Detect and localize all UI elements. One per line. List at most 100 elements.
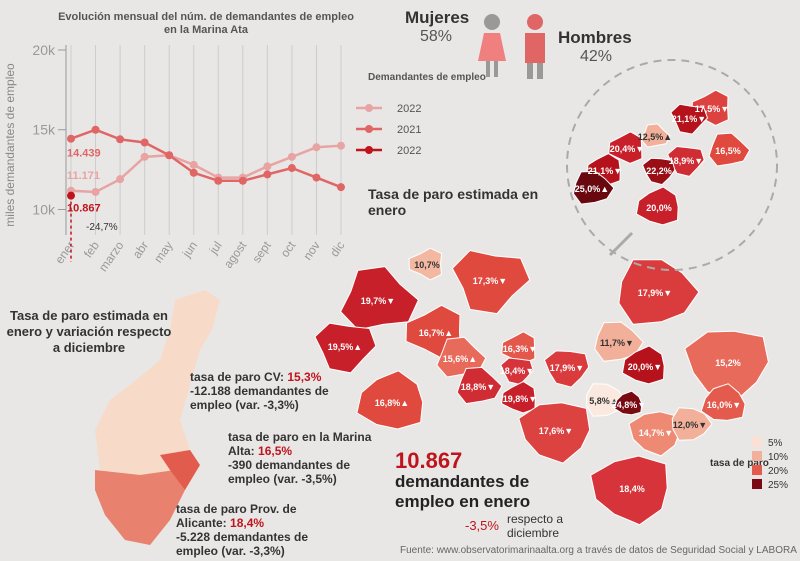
point (263, 162, 272, 171)
region-label: 11,7%▼ (600, 338, 634, 348)
region-label: 10,7% (414, 260, 440, 270)
region-label: 17,9%▼ (638, 288, 672, 298)
region-label: 16,0%▼ (707, 400, 741, 410)
point (140, 138, 149, 147)
x-tick-label: jul (206, 239, 225, 258)
cv-label: tasa de paro CV: (190, 370, 285, 384)
region-label: 16,5% (715, 146, 741, 156)
marina-block: tasa de paro en la Marina Alta: 16,5% -39… (228, 430, 378, 486)
region-label: 18,8%▼ (461, 382, 495, 392)
region-label: 5,8%▲ (589, 396, 618, 406)
x-tick-label: may (151, 239, 175, 266)
map-region (684, 330, 769, 402)
y-tick-label: 20k (32, 42, 56, 58)
region-label: 12,5%▲ (638, 132, 672, 142)
map-region (408, 247, 443, 281)
map-region (671, 407, 713, 441)
map-region (543, 350, 590, 388)
alicante-block: tasa de paro Prov. de Alicante: 18,4% -5.… (176, 502, 346, 558)
x-tick-label: oct (278, 238, 299, 260)
legend-dot (365, 104, 373, 112)
cv-rate: 15,3% (287, 370, 322, 384)
point (337, 141, 345, 150)
map-region (628, 411, 681, 457)
map-legend-title: tasa de paro (710, 458, 769, 469)
region-label: 25,0%▲ (575, 184, 609, 194)
legend-label: 20% (768, 466, 788, 477)
point (189, 160, 198, 169)
legend-dot (365, 125, 373, 133)
source: Fuente: www.observatorimarinaalta.org a … (400, 545, 797, 556)
region-label: 24,8%▼ (612, 400, 646, 410)
inset-region (667, 145, 705, 177)
bottom-change: -3,5% (465, 518, 499, 533)
map-region (339, 266, 420, 331)
point (116, 175, 125, 184)
valencia-silhouette (95, 290, 220, 545)
x-tick-label: dic (327, 239, 347, 260)
legend-label: 2021 (397, 124, 421, 136)
legend-label: 2022 (397, 145, 421, 157)
point (214, 176, 223, 185)
map-region (500, 357, 534, 386)
cv-block: tasa de paro CV: 15,3% -12.188 demandante… (190, 370, 370, 412)
legend-title: Demandantes de empleo (368, 72, 486, 83)
inset-region (708, 132, 751, 167)
value-label: 11.171 (67, 170, 100, 182)
series-line (70, 144, 342, 194)
point (337, 183, 345, 192)
women-pct: 58% (420, 28, 453, 45)
legend-swatch (752, 465, 762, 475)
inset-region (670, 103, 709, 135)
inset-region (641, 157, 676, 186)
marina-rate: 16,5% (258, 444, 293, 458)
inset-circle (566, 59, 778, 271)
region-label: 16,3%▼ (503, 344, 537, 354)
annotation: -24,7% (86, 222, 118, 233)
bottom-change-text: respecto a diciembre (507, 512, 564, 540)
alicante-detail: -5.228 demandantes de empleo (var. -3,3%… (176, 530, 309, 558)
legend-label: 2022 (397, 103, 421, 115)
alicante-label: tasa de paro Prov. de Alicante: (176, 502, 297, 530)
point (312, 173, 321, 182)
map-region (700, 383, 746, 421)
x-tick-label: jun (179, 239, 200, 261)
point (287, 152, 296, 161)
x-tick-label: ener (52, 239, 77, 267)
region-label: 16,7%▲ (419, 328, 453, 338)
region-label: 19,7%▼ (361, 296, 395, 306)
chart-title: Evolución mensual del núm. de demandante… (58, 11, 354, 36)
x-tick-label: marzo (96, 238, 127, 274)
legend-dot (365, 146, 373, 154)
region-label: 20,4%▼ (610, 144, 644, 154)
inset-region (640, 123, 671, 148)
series-line (70, 128, 342, 189)
region-label: 20,0% (646, 203, 672, 213)
region-label: 21,1%▼ (588, 166, 622, 176)
region-label: 18,4%▼ (500, 366, 534, 376)
point (67, 134, 75, 143)
legend-swatch (752, 479, 762, 489)
map-region (518, 402, 591, 464)
point (165, 151, 174, 160)
region-label: 15,2% (715, 358, 741, 368)
region-label: 16,8%▲ (375, 398, 409, 408)
x-tick-label: abr (130, 239, 151, 261)
map-title: Tasa de paro estimada en enero (368, 186, 539, 218)
marina-detail: -390 demandantes de empleo (var. -3,5%) (228, 458, 351, 486)
cv-detail: -12.188 demandantes de empleo (var. -3,3… (190, 384, 329, 412)
y-axis-label: miles demandantes de empleo (3, 63, 17, 227)
point (312, 143, 321, 152)
point (116, 135, 125, 144)
map-region (618, 259, 700, 325)
inset-region (608, 131, 643, 164)
region-label: 17,9%▼ (550, 363, 584, 373)
men-pct: 42% (580, 48, 613, 65)
inset-region (572, 170, 615, 205)
point (91, 125, 100, 134)
x-tick-label: sept (249, 238, 274, 265)
x-tick-label: nov (300, 239, 323, 263)
legend-swatch (752, 451, 762, 461)
point (67, 191, 75, 200)
point (238, 176, 247, 185)
